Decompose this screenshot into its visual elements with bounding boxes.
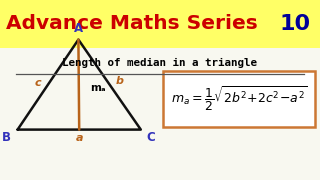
Text: A: A xyxy=(74,22,83,35)
Text: Length of median in a triangle: Length of median in a triangle xyxy=(62,58,258,68)
FancyBboxPatch shape xyxy=(163,71,315,127)
Text: a: a xyxy=(76,133,83,143)
Bar xyxy=(0,48,320,180)
Text: c: c xyxy=(35,78,41,88)
Text: $m_a = \dfrac{1}{2}\sqrt{2b^2\!+\!2c^2\!-\!a^2}$: $m_a = \dfrac{1}{2}\sqrt{2b^2\!+\!2c^2\!… xyxy=(171,85,308,113)
Text: mₐ: mₐ xyxy=(90,83,106,93)
Text: 10: 10 xyxy=(280,14,311,34)
Text: C: C xyxy=(147,131,155,144)
Bar xyxy=(0,0,320,48)
Text: b: b xyxy=(115,76,123,86)
Text: B: B xyxy=(2,131,11,144)
Text: Advance Maths Series: Advance Maths Series xyxy=(6,14,265,33)
